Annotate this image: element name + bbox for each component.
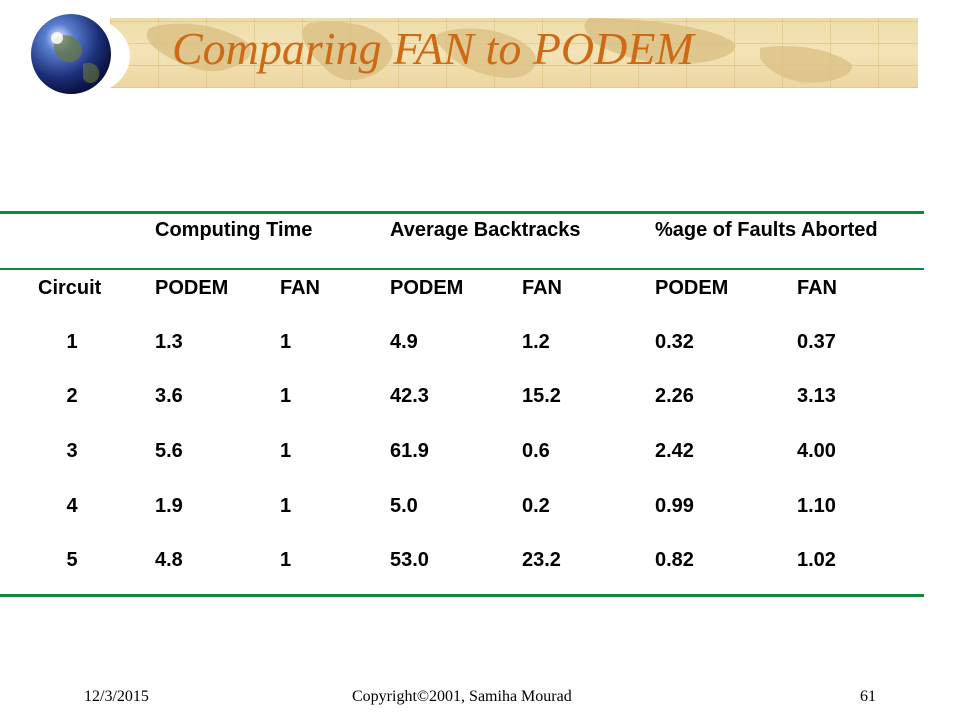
- table-cell: 0.37: [797, 331, 836, 353]
- table-cell: 1: [280, 385, 292, 407]
- page-number: 61: [860, 688, 876, 705]
- footer-date: 12/3/2015: [84, 688, 149, 705]
- subheader-podem-time: PODEM: [155, 277, 229, 299]
- table-cell: 15.2: [522, 385, 561, 407]
- table-cell: 1.3: [155, 331, 183, 353]
- table-cell: 0.82: [655, 549, 694, 571]
- table-cell: 53.0: [390, 549, 429, 571]
- table-cell: 1: [280, 549, 292, 571]
- table-cell-circuit: 1: [66, 331, 78, 353]
- header-computing-time: Computing Time: [155, 219, 313, 241]
- table-cell: 23.2: [522, 549, 561, 571]
- slide-title: Comparing FAN to PODEM: [172, 23, 694, 74]
- table-cell: 3.13: [797, 385, 836, 407]
- globe-icon: [25, 8, 135, 100]
- table-cell-circuit: 5: [66, 549, 78, 571]
- table-header-rule: [0, 268, 924, 270]
- table-cell: 1: [280, 440, 292, 462]
- table-cell: 5.0: [390, 495, 418, 517]
- table-cell: 2.42: [655, 440, 694, 462]
- header-faults-aborted: %age of Faults Aborted: [655, 219, 878, 241]
- table-cell: 1.02: [797, 549, 836, 571]
- table-cell: 4.8: [155, 549, 183, 571]
- subheader-fan-time: FAN: [280, 277, 320, 299]
- title-banner: [110, 18, 918, 88]
- table-cell: 0.32: [655, 331, 694, 353]
- table-cell: 1: [280, 495, 292, 517]
- table-cell: 1.2: [522, 331, 550, 353]
- table-cell: 61.9: [390, 440, 429, 462]
- subheader-podem-aborted: PODEM: [655, 277, 729, 299]
- table-cell: 42.3: [390, 385, 429, 407]
- table-cell: 1.10: [797, 495, 836, 517]
- table-cell: 0.2: [522, 495, 550, 517]
- table-cell: 0.99: [655, 495, 694, 517]
- table-cell-circuit: 4: [66, 495, 78, 517]
- table-cell: 4.9: [390, 331, 418, 353]
- table-cell: 0.6: [522, 440, 550, 462]
- table-cell: 2.26: [655, 385, 694, 407]
- footer-copyright: Copyright©2001, Samiha Mourad: [352, 688, 572, 705]
- header-average-backtracks: Average Backtracks: [390, 219, 581, 241]
- table-top-rule: [0, 211, 924, 214]
- table-cell: 1: [280, 331, 292, 353]
- table-cell: 1.9: [155, 495, 183, 517]
- table-cell-circuit: 3: [66, 440, 78, 462]
- subheader-circuit: Circuit: [38, 277, 102, 299]
- subheader-fan-backtracks: FAN: [522, 277, 562, 299]
- world-map-decoration: [146, 18, 852, 83]
- table-cell-circuit: 2: [66, 385, 78, 407]
- table-cell: 5.6: [155, 440, 183, 462]
- subheader-podem-backtracks: PODEM: [390, 277, 464, 299]
- table-bottom-rule: [0, 594, 924, 597]
- subheader-fan-aborted: FAN: [797, 277, 837, 299]
- table-cell: 4.00: [797, 440, 836, 462]
- table-cell: 3.6: [155, 385, 183, 407]
